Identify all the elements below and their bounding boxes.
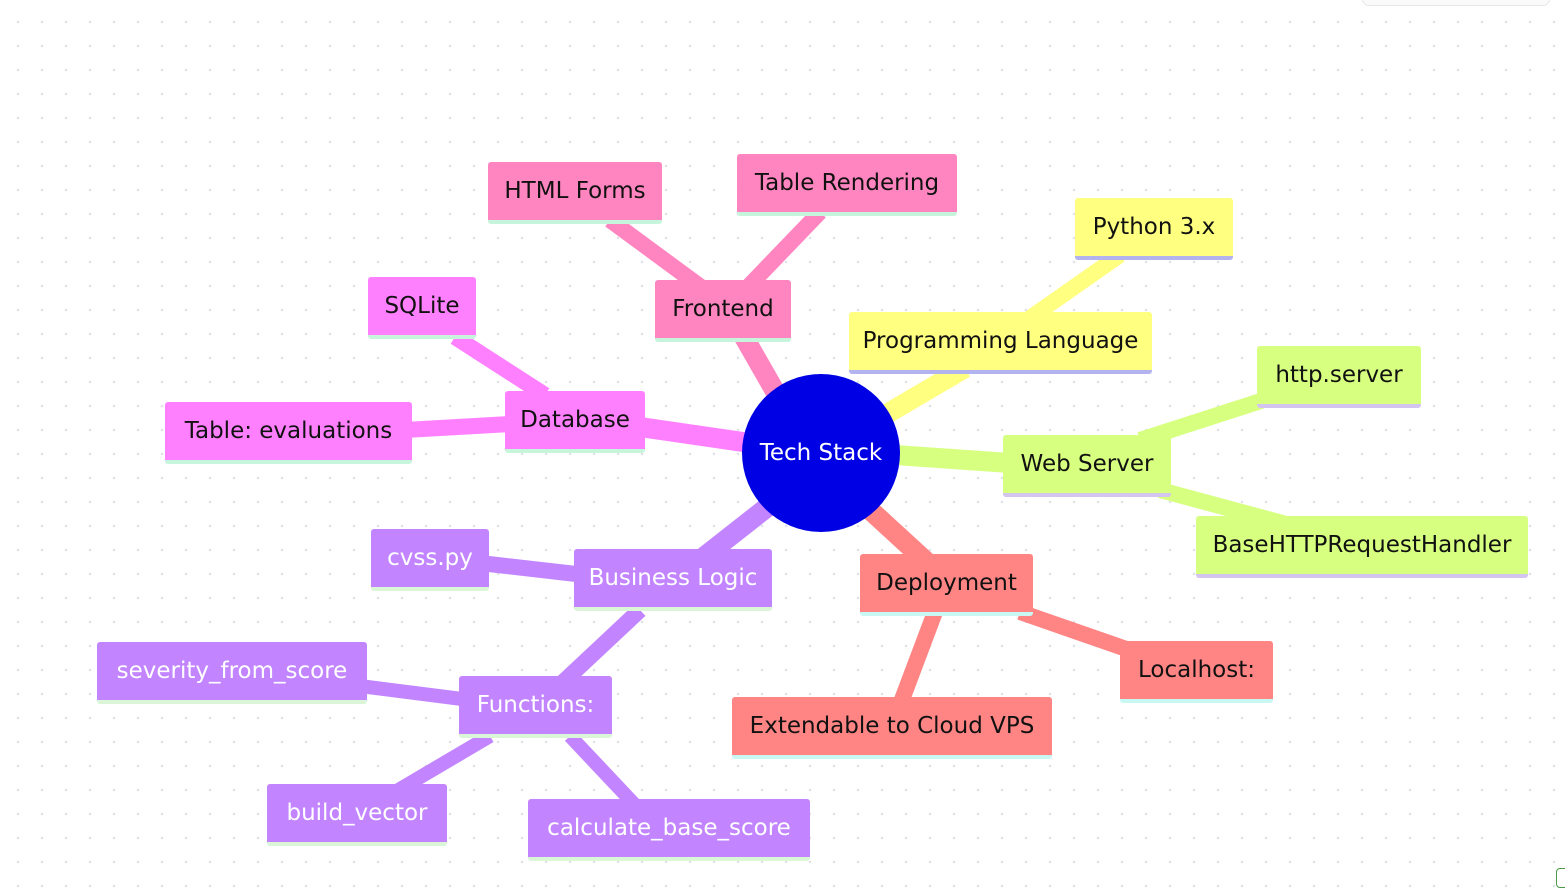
node-localhost[interactable]: Localhost: [1120, 641, 1273, 703]
node-python[interactable]: Python 3.x [1075, 198, 1233, 260]
edge-database-sqlite [450, 330, 550, 402]
node-severity-from-score[interactable]: severity_from_score [97, 642, 367, 704]
node-tech-stack-root[interactable]: Tech Stack [742, 374, 900, 532]
top-right-tab [1362, 0, 1550, 6]
node-sqlite[interactable]: SQLite [368, 277, 476, 339]
node-business-logic[interactable]: Business Logic [574, 549, 772, 611]
edge-webserver-httpserver [1137, 390, 1273, 448]
node-table-rendering[interactable]: Table Rendering [737, 154, 957, 216]
node-table-evaluations[interactable]: Table: evaluations [165, 402, 412, 464]
edge-deployment-localhost [1017, 604, 1138, 660]
node-deployment[interactable]: Deployment [860, 554, 1033, 616]
node-html-forms[interactable]: HTML Forms [488, 162, 662, 224]
node-web-server[interactable]: Web Server [1003, 435, 1171, 497]
edge-proglang-python [1025, 248, 1125, 325]
node-basehttprequesthandler[interactable]: BaseHTTPRequestHandler [1196, 516, 1528, 578]
node-cloud-vps[interactable]: Extendable to Cloud VPS [732, 697, 1052, 759]
node-functions[interactable]: Functions: [459, 676, 612, 738]
edge-business-cvss [479, 555, 586, 583]
node-database[interactable]: Database [505, 391, 645, 453]
edge-frontend-html-forms [605, 213, 710, 297]
node-frontend[interactable]: Frontend [655, 280, 791, 342]
node-http-server[interactable]: http.server [1257, 346, 1421, 408]
edge-functions-calculate [564, 731, 641, 810]
edge-business-functions [554, 604, 646, 691]
edge-deployment-cloud [892, 609, 943, 708]
node-programming-language[interactable]: Programming Language [849, 312, 1152, 374]
edge-database-table [404, 416, 511, 438]
corner-handle [1556, 868, 1565, 888]
edge-frontend-table-rendering [739, 206, 826, 296]
edge-functions-severity [359, 679, 471, 707]
node-cvss-py[interactable]: cvss.py [371, 529, 489, 591]
edge-functions-build-vector [391, 729, 494, 799]
node-build-vector[interactable]: build_vector [267, 784, 447, 846]
node-calculate-base-score[interactable]: calculate_base_score [528, 799, 810, 861]
edge-root-database [638, 417, 752, 453]
edge-root-web-server [894, 445, 1011, 473]
edge-root-programming-language [879, 359, 971, 424]
